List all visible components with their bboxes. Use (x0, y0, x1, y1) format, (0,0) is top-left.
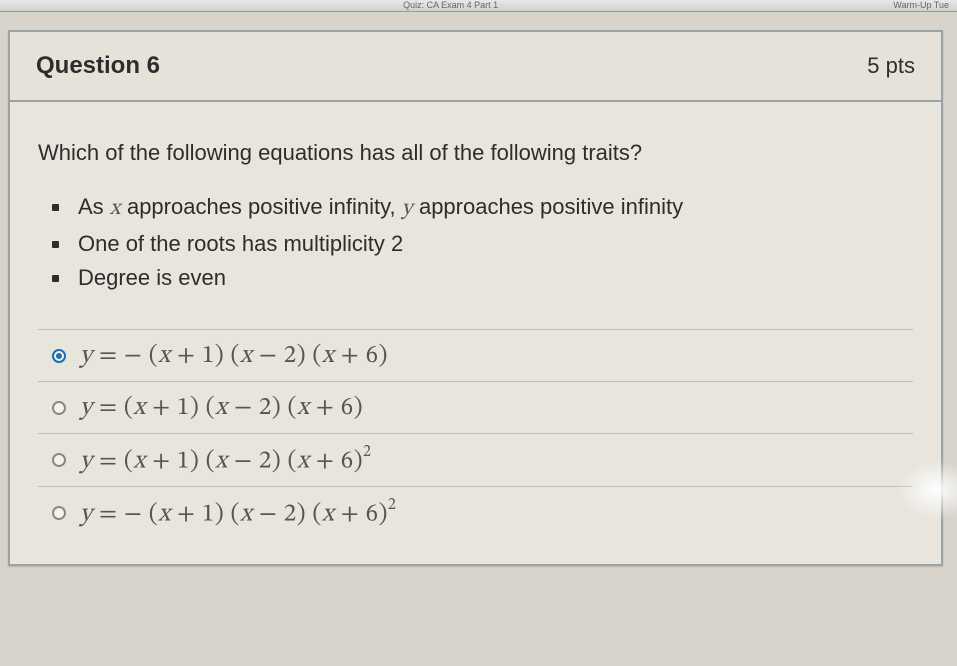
trait-item: Degree is even (48, 261, 913, 295)
answer-choice-b[interactable]: y = (x + 1) (x − 2) (x + 6) (38, 382, 913, 434)
browser-tab-strip: Quiz: CA Exam 4 Part 1 Warm-Up Tue (0, 0, 957, 12)
question-title: Question 6 (36, 52, 160, 80)
tab-right: Warm-Up Tue (893, 0, 949, 10)
equation-label: y = − (x + 1) (x − 2) (x + 6) (80, 340, 388, 371)
radio-button[interactable] (52, 506, 66, 520)
trait-item: One of the roots has multiplicity 2 (48, 227, 913, 261)
question-header: Question 6 5 pts (10, 32, 941, 102)
radio-button[interactable] (52, 401, 66, 415)
radio-button[interactable] (52, 453, 66, 467)
trait-list: As x approaches positive infinity, y app… (48, 190, 913, 295)
question-prompt: Which of the following equations has all… (38, 140, 913, 166)
radio-button[interactable] (52, 349, 66, 363)
answer-choice-d[interactable]: y = − (x + 1) (x − 2) (x + 6)2 (38, 487, 913, 539)
answer-choices: y = − (x + 1) (x − 2) (x + 6) y = (x + 1)… (38, 329, 913, 540)
question-card: Question 6 5 pts Which of the following … (8, 30, 943, 566)
answer-choice-c[interactable]: y = (x + 1) (x − 2) (x + 6)2 (38, 434, 913, 487)
equation-label: y = − (x + 1) (x − 2) (x + 6)2 (80, 497, 396, 529)
equation-label: y = (x + 1) (x − 2) (x + 6) (80, 392, 363, 423)
answer-choice-a[interactable]: y = − (x + 1) (x − 2) (x + 6) (38, 330, 913, 382)
question-body: Which of the following equations has all… (10, 102, 941, 564)
tab-center: Quiz: CA Exam 4 Part 1 (403, 0, 498, 10)
equation-label: y = (x + 1) (x − 2) (x + 6)2 (80, 444, 371, 476)
question-points: 5 pts (867, 53, 915, 79)
page-content: Question 6 5 pts Which of the following … (0, 12, 957, 566)
trait-item: As x approaches positive infinity, y app… (48, 190, 913, 227)
